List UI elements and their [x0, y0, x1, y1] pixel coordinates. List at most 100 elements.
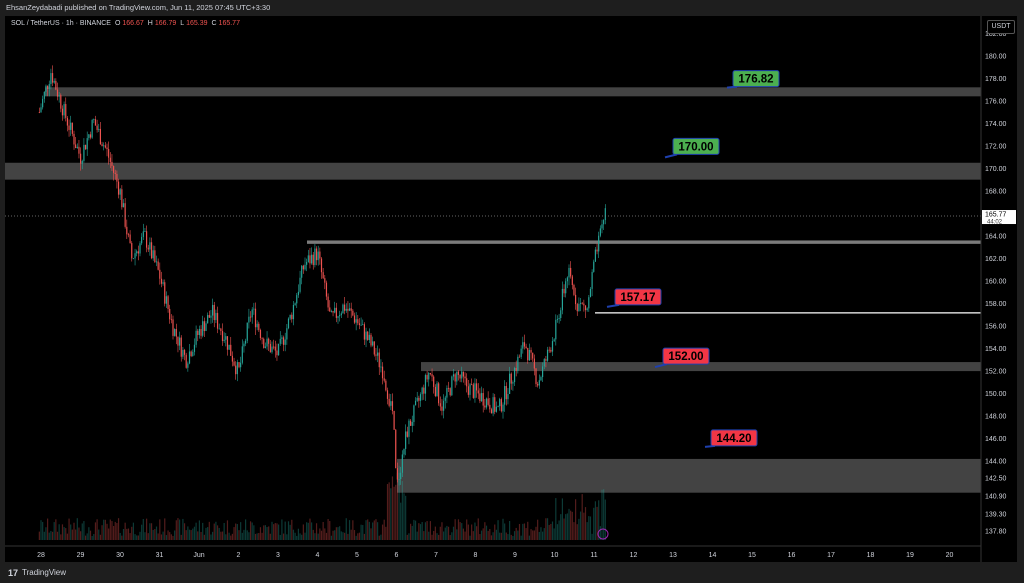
volume-bar	[177, 518, 179, 540]
label-pointer-1	[664, 153, 678, 159]
candle-body	[292, 305, 295, 320]
candle-body	[259, 329, 262, 339]
candle-body	[42, 98, 44, 108]
y-tick-label: 139.30	[985, 512, 1007, 519]
volume-bar	[249, 521, 252, 540]
candle-body	[177, 336, 179, 346]
candle-body	[575, 294, 577, 305]
candle-body	[319, 251, 321, 259]
volume-bar	[314, 533, 316, 540]
volume-bar	[546, 518, 549, 540]
candle-body	[459, 374, 461, 379]
candle-body	[456, 371, 458, 382]
volume-bar	[583, 512, 585, 540]
candle-body	[91, 120, 93, 138]
x-tick-label: 20	[946, 552, 954, 559]
candle-body	[249, 316, 252, 318]
candle-body	[116, 173, 118, 182]
volume-bar	[581, 494, 583, 540]
volume-bar	[447, 526, 450, 540]
volume-bar	[223, 522, 225, 540]
volume-bar	[436, 533, 438, 540]
candle-body	[464, 376, 466, 379]
volume-bar	[443, 531, 445, 540]
volume-bar	[410, 523, 412, 540]
volume-bar	[169, 532, 171, 540]
volume-bar	[553, 528, 555, 540]
candle-body	[484, 405, 486, 408]
candle-body	[377, 352, 379, 356]
candle-body	[73, 133, 75, 145]
candle-body	[327, 296, 329, 308]
price-chart[interactable]: 176.82 170.00 157.17 152.00 144.20 182.00 180…	[5, 16, 1017, 562]
candle-body	[429, 372, 432, 375]
volume-bar	[42, 521, 44, 540]
y-tick-label: 176.00	[985, 98, 1007, 105]
currency-button[interactable]: USDT	[987, 20, 1015, 34]
candle-body	[80, 153, 82, 164]
volume-bar	[175, 520, 177, 540]
candle-body	[266, 338, 268, 347]
candle-body	[533, 358, 535, 369]
candle-body	[380, 366, 382, 368]
volume-bar	[416, 531, 418, 540]
y-tick-label: 142.50	[985, 476, 1007, 483]
volume-bar	[378, 535, 380, 540]
volume-bar	[332, 530, 334, 540]
volume-bar	[150, 523, 153, 540]
candle-body	[579, 302, 582, 304]
tradingview-brand[interactable]: TradingView	[22, 568, 67, 577]
candle-body	[256, 323, 258, 328]
candle-body	[599, 228, 601, 236]
high-label: H	[147, 20, 153, 27]
candle-body	[563, 288, 565, 294]
chart-area[interactable]: 176.82 170.00 157.17 152.00 144.20 182.00 180…	[5, 16, 1017, 562]
volume-bar	[212, 531, 214, 540]
tradingview-logo-icon[interactable]: 17	[8, 568, 19, 578]
volume-bar	[182, 518, 184, 540]
candle-body	[106, 147, 108, 150]
candle-body	[228, 344, 230, 350]
volume-bar	[532, 530, 534, 540]
candle-body	[172, 319, 174, 336]
candle-body	[431, 374, 433, 377]
candle-body	[408, 420, 410, 437]
candle-body	[205, 323, 207, 332]
candle-body	[405, 431, 407, 449]
lightning-icon	[597, 528, 609, 540]
candle-body	[165, 296, 168, 304]
candle-body	[132, 258, 135, 260]
y-tick-label: 170.00	[985, 166, 1007, 173]
candle-body	[286, 328, 288, 340]
candle-body	[372, 341, 374, 346]
volume-bar	[408, 533, 410, 540]
candle-body	[485, 398, 488, 408]
volume-bar	[358, 532, 361, 540]
candle-body	[50, 73, 52, 85]
volume-bar	[499, 532, 501, 540]
volume-bar	[411, 525, 413, 540]
candle-body	[111, 161, 113, 167]
candle-body	[505, 386, 507, 400]
volume-bar	[537, 519, 539, 540]
low-value: 165.39	[186, 20, 208, 27]
volume-bar	[164, 518, 166, 540]
volume-bar	[98, 529, 100, 540]
volume-bar	[454, 519, 456, 540]
candle-body	[560, 310, 562, 318]
candle-body	[56, 89, 59, 97]
y-tick-label: 152.00	[985, 369, 1007, 376]
volume-bar	[385, 526, 387, 540]
y-tick-label: 172.00	[985, 143, 1007, 150]
candle-body	[467, 386, 469, 395]
candle-body	[362, 324, 364, 326]
candle-body	[443, 400, 445, 411]
volume-bar	[434, 526, 436, 540]
volume-bar	[195, 522, 197, 540]
candle-body	[149, 242, 151, 250]
candle-body	[510, 373, 512, 384]
volume-bar	[401, 481, 403, 540]
candle-body	[517, 356, 519, 371]
candle-body	[454, 374, 456, 382]
volume-bar	[188, 529, 191, 540]
